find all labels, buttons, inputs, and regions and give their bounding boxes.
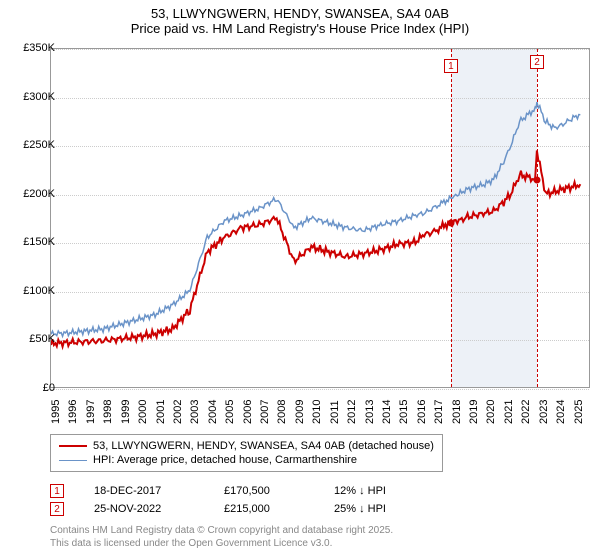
x-tick-label: 2010 <box>311 400 323 424</box>
sales-date: 18-DEC-2017 <box>94 485 194 497</box>
sales-marker: 1 <box>50 484 64 498</box>
x-tick-label: 2018 <box>451 400 463 424</box>
sale-dot <box>534 177 541 184</box>
x-tick-label: 2014 <box>381 400 393 424</box>
sales-marker: 2 <box>50 502 64 516</box>
plot-area: 12 <box>50 48 590 388</box>
legend-swatch <box>59 460 87 461</box>
x-tick-label: 2017 <box>433 400 445 424</box>
title-subtitle: Price paid vs. HM Land Registry's House … <box>0 21 600 36</box>
legend: 53, LLWYNGWERN, HENDY, SWANSEA, SA4 0AB … <box>50 434 443 472</box>
x-tick-label: 2020 <box>485 400 497 424</box>
x-tick-label: 1998 <box>102 400 114 424</box>
x-tick-label: 2016 <box>416 400 428 424</box>
legend-label: HPI: Average price, detached house, Carm… <box>93 454 357 466</box>
x-tick-label: 2000 <box>137 400 149 424</box>
x-tick-label: 2003 <box>189 400 201 424</box>
x-tick-label: 2011 <box>329 400 341 424</box>
sales-delta: 25% ↓ HPI <box>334 503 434 515</box>
y-tick-label: £350K <box>9 42 55 54</box>
y-tick-label: £150K <box>9 236 55 248</box>
x-tick-label: 2005 <box>224 400 236 424</box>
y-tick-label: £100K <box>9 285 55 297</box>
y-tick-label: £0 <box>9 382 55 394</box>
series-line <box>51 102 580 336</box>
credits-line1: Contains HM Land Registry data © Crown c… <box>50 524 393 537</box>
sales-delta: 12% ↓ HPI <box>334 485 434 497</box>
sales-date: 25-NOV-2022 <box>94 503 194 515</box>
x-tick-label: 1999 <box>120 400 132 424</box>
x-tick-label: 2022 <box>520 400 532 424</box>
x-tick-label: 2002 <box>172 400 184 424</box>
x-tick-label: 1995 <box>50 400 62 424</box>
y-tick-label: £300K <box>9 91 55 103</box>
x-tick-label: 2019 <box>468 400 480 424</box>
sales-price: £215,000 <box>224 503 304 515</box>
legend-item: 53, LLWYNGWERN, HENDY, SWANSEA, SA4 0AB … <box>59 439 434 453</box>
legend-item: HPI: Average price, detached house, Carm… <box>59 453 434 467</box>
x-tick-label: 2006 <box>242 400 254 424</box>
x-tick-label: 2008 <box>276 400 288 424</box>
x-tick-label: 2024 <box>555 400 567 424</box>
x-tick-label: 2012 <box>346 400 358 424</box>
title-block: 53, LLWYNGWERN, HENDY, SWANSEA, SA4 0AB … <box>0 0 600 40</box>
credits-line2: This data is licensed under the Open Gov… <box>50 537 393 550</box>
chart-container: 53, LLWYNGWERN, HENDY, SWANSEA, SA4 0AB … <box>0 0 600 560</box>
x-tick-label: 2021 <box>503 400 515 424</box>
x-tick-label: 1996 <box>67 400 79 424</box>
series-line <box>51 150 580 346</box>
sales-row: 1 18-DEC-2017 £170,500 12% ↓ HPI <box>50 482 434 500</box>
sales-row: 2 25-NOV-2022 £215,000 25% ↓ HPI <box>50 500 434 518</box>
title-address: 53, LLWYNGWERN, HENDY, SWANSEA, SA4 0AB <box>0 6 600 21</box>
credits: Contains HM Land Registry data © Crown c… <box>50 524 393 550</box>
x-tick-label: 2015 <box>398 400 410 424</box>
sale-dot <box>447 220 454 227</box>
x-tick-label: 2023 <box>538 400 550 424</box>
x-tick-label: 2001 <box>155 400 167 424</box>
y-tick-label: £50K <box>9 333 55 345</box>
legend-swatch <box>59 445 87 447</box>
x-tick-label: 2007 <box>259 400 271 424</box>
gridline <box>51 389 589 390</box>
legend-label: 53, LLWYNGWERN, HENDY, SWANSEA, SA4 0AB … <box>93 440 434 452</box>
sales-price: £170,500 <box>224 485 304 497</box>
sales-table: 1 18-DEC-2017 £170,500 12% ↓ HPI 2 25-NOV-202… <box>50 482 434 518</box>
line-svg <box>51 49 589 387</box>
x-tick-label: 2009 <box>294 400 306 424</box>
x-tick-label: 2013 <box>364 400 376 424</box>
x-tick-label: 2025 <box>573 400 585 424</box>
y-tick-label: £250K <box>9 139 55 151</box>
x-tick-label: 2004 <box>207 400 219 424</box>
x-tick-label: 1997 <box>85 400 97 424</box>
y-tick-label: £200K <box>9 188 55 200</box>
